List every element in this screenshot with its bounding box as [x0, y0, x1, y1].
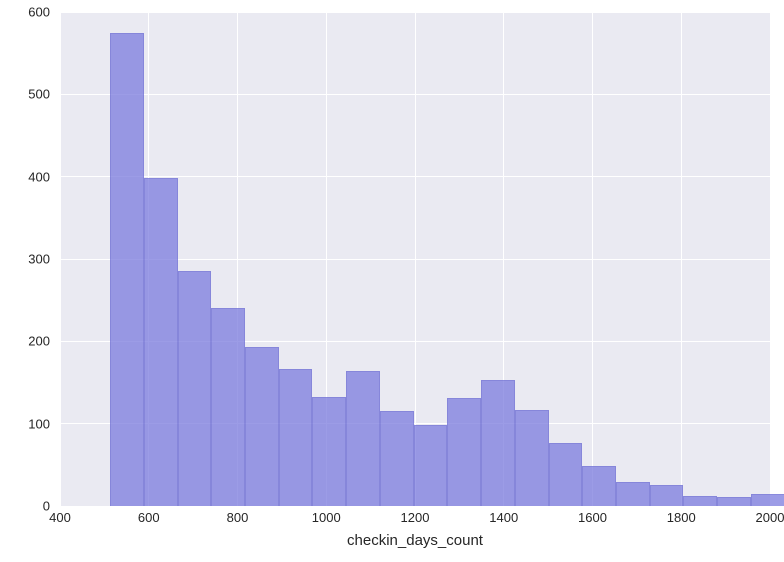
x-tick-label: 1600 — [578, 510, 607, 525]
histogram-chart: 400 600 800 1000 1200 1400 1600 1800 2000 0 100 200… — [0, 0, 784, 562]
x-axis-label: checkin_days_count — [347, 532, 483, 549]
histogram-bar — [650, 485, 684, 506]
histogram-bar — [245, 347, 279, 506]
histogram-bar — [616, 482, 650, 506]
histogram-bar — [346, 371, 380, 506]
x-tick-label: 400 — [49, 510, 71, 525]
histogram-bar — [211, 308, 245, 506]
histogram-bar — [515, 410, 549, 506]
plot-area — [60, 12, 770, 506]
histogram-bar — [312, 397, 346, 507]
histogram-bar — [178, 271, 212, 506]
histogram-bar — [380, 411, 414, 506]
x-tick-label: 1200 — [401, 510, 430, 525]
histogram-bar — [751, 494, 784, 506]
histogram-bar — [279, 369, 313, 506]
histogram-bar — [414, 425, 448, 506]
histogram-bar — [683, 496, 717, 506]
x-tick-label: 1800 — [667, 510, 696, 525]
histogram-bar — [582, 466, 616, 506]
histogram-bar — [717, 497, 751, 506]
y-tick-label: 200 — [2, 334, 50, 349]
histogram-bar — [110, 33, 144, 506]
x-tick-label: 1000 — [312, 510, 341, 525]
y-tick-label: 100 — [2, 416, 50, 431]
x-tick-label: 800 — [227, 510, 249, 525]
y-tick-label: 0 — [2, 499, 50, 514]
x-tick-label: 2000 — [756, 510, 784, 525]
histogram-bar — [447, 398, 481, 506]
y-tick-label: 500 — [2, 87, 50, 102]
histogram-bar — [549, 443, 583, 506]
x-tick-label: 1400 — [489, 510, 518, 525]
histogram-bar — [481, 380, 515, 506]
y-tick-label: 600 — [2, 5, 50, 20]
y-tick-label: 400 — [2, 169, 50, 184]
histogram-bar — [144, 178, 178, 506]
y-tick-label: 300 — [2, 252, 50, 267]
bars-layer — [60, 12, 770, 506]
x-tick-label: 600 — [138, 510, 160, 525]
